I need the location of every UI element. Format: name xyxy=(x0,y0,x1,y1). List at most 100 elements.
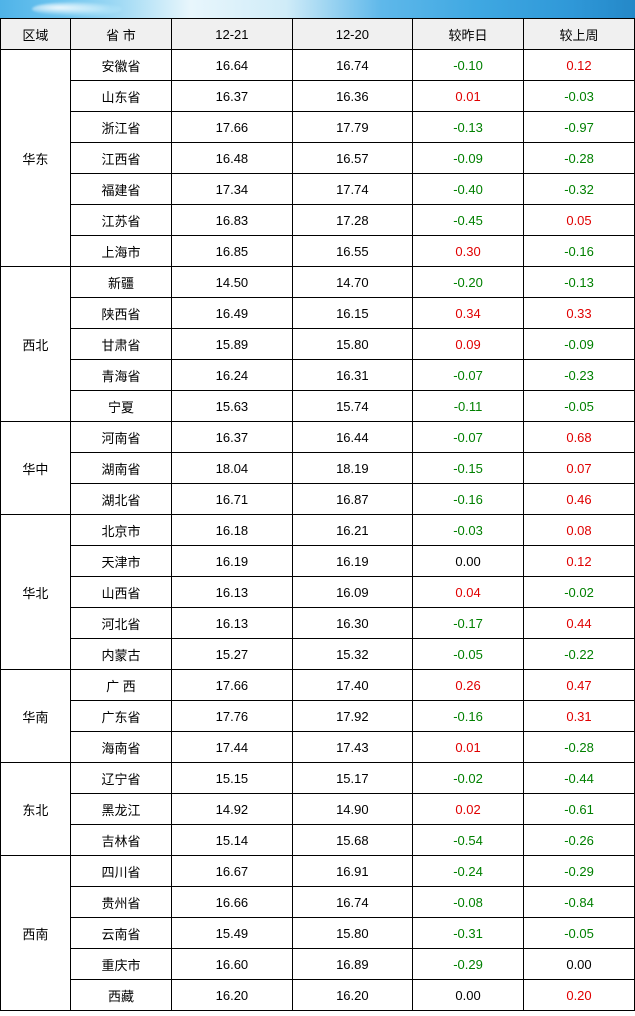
value-d1-cell: 17.66 xyxy=(172,670,292,701)
value-d1-cell: 18.04 xyxy=(172,453,292,484)
value-d2-cell: 16.19 xyxy=(292,546,412,577)
value-d2-cell: 16.87 xyxy=(292,484,412,515)
value-d2-cell: 15.80 xyxy=(292,918,412,949)
value-d1-cell: 14.50 xyxy=(172,267,292,298)
value-d2-cell: 18.19 xyxy=(292,453,412,484)
value-d1-cell: 15.89 xyxy=(172,329,292,360)
province-cell: 天津市 xyxy=(70,546,171,577)
region-cell: 西北 xyxy=(1,267,71,422)
table-row: 贵州省16.6616.74-0.08-0.84 xyxy=(1,887,635,918)
table-row: 西南四川省16.6716.91-0.24-0.29 xyxy=(1,856,635,887)
table-row: 西北新疆14.5014.70-0.20-0.13 xyxy=(1,267,635,298)
value-d2-cell: 16.09 xyxy=(292,577,412,608)
delta-week-cell: -0.26 xyxy=(524,825,635,856)
delta-day-cell: -0.24 xyxy=(413,856,524,887)
value-d1-cell: 17.34 xyxy=(172,174,292,205)
delta-week-cell: -0.29 xyxy=(524,856,635,887)
value-d1-cell: 16.64 xyxy=(172,50,292,81)
delta-week-cell: 0.47 xyxy=(524,670,635,701)
delta-week-cell: -0.61 xyxy=(524,794,635,825)
delta-week-cell: 0.00 xyxy=(524,949,635,980)
table-row: 华北北京市16.1816.21-0.030.08 xyxy=(1,515,635,546)
value-d2-cell: 15.17 xyxy=(292,763,412,794)
value-d2-cell: 16.31 xyxy=(292,360,412,391)
value-d2-cell: 16.44 xyxy=(292,422,412,453)
delta-week-cell: 0.31 xyxy=(524,701,635,732)
delta-day-cell: -0.10 xyxy=(413,50,524,81)
delta-day-cell: -0.07 xyxy=(413,360,524,391)
value-d2-cell: 17.79 xyxy=(292,112,412,143)
province-cell: 江西省 xyxy=(70,143,171,174)
table-row: 华东安徽省16.6416.74-0.100.12 xyxy=(1,50,635,81)
value-d1-cell: 16.20 xyxy=(172,980,292,1011)
value-d2-cell: 16.91 xyxy=(292,856,412,887)
province-cell: 浙江省 xyxy=(70,112,171,143)
delta-day-cell: 0.30 xyxy=(413,236,524,267)
table-row: 内蒙古15.2715.32-0.05-0.22 xyxy=(1,639,635,670)
value-d1-cell: 16.49 xyxy=(172,298,292,329)
col-delta-day: 较昨日 xyxy=(413,19,524,50)
value-d2-cell: 17.40 xyxy=(292,670,412,701)
delta-week-cell: -0.09 xyxy=(524,329,635,360)
value-d2-cell: 15.80 xyxy=(292,329,412,360)
table-row: 华中河南省16.3716.44-0.070.68 xyxy=(1,422,635,453)
value-d1-cell: 16.66 xyxy=(172,887,292,918)
delta-day-cell: 0.04 xyxy=(413,577,524,608)
table-row: 江苏省16.8317.28-0.450.05 xyxy=(1,205,635,236)
value-d1-cell: 14.92 xyxy=(172,794,292,825)
province-cell: 四川省 xyxy=(70,856,171,887)
delta-day-cell: 0.26 xyxy=(413,670,524,701)
value-d1-cell: 16.71 xyxy=(172,484,292,515)
delta-day-cell: -0.08 xyxy=(413,887,524,918)
delta-day-cell: -0.16 xyxy=(413,484,524,515)
top-banner xyxy=(0,0,635,18)
delta-day-cell: -0.16 xyxy=(413,701,524,732)
table-row: 青海省16.2416.31-0.07-0.23 xyxy=(1,360,635,391)
value-d2-cell: 16.74 xyxy=(292,887,412,918)
table-row: 江西省16.4816.57-0.09-0.28 xyxy=(1,143,635,174)
delta-day-cell: -0.03 xyxy=(413,515,524,546)
table-row: 云南省15.4915.80-0.31-0.05 xyxy=(1,918,635,949)
province-cell: 宁夏 xyxy=(70,391,171,422)
delta-day-cell: -0.09 xyxy=(413,143,524,174)
table-row: 浙江省17.6617.79-0.13-0.97 xyxy=(1,112,635,143)
delta-week-cell: 0.05 xyxy=(524,205,635,236)
region-cell: 华北 xyxy=(1,515,71,670)
region-cell: 西南 xyxy=(1,856,71,1011)
delta-day-cell: 0.01 xyxy=(413,732,524,763)
province-cell: 安徽省 xyxy=(70,50,171,81)
delta-day-cell: -0.02 xyxy=(413,763,524,794)
delta-week-cell: 0.33 xyxy=(524,298,635,329)
region-cell: 东北 xyxy=(1,763,71,856)
delta-day-cell: 0.00 xyxy=(413,980,524,1011)
delta-day-cell: -0.05 xyxy=(413,639,524,670)
delta-week-cell: 0.20 xyxy=(524,980,635,1011)
delta-day-cell: -0.45 xyxy=(413,205,524,236)
table-row: 甘肃省15.8915.800.09-0.09 xyxy=(1,329,635,360)
delta-day-cell: -0.11 xyxy=(413,391,524,422)
delta-day-cell: -0.40 xyxy=(413,174,524,205)
delta-week-cell: -0.03 xyxy=(524,81,635,112)
value-d2-cell: 16.55 xyxy=(292,236,412,267)
delta-day-cell: 0.01 xyxy=(413,81,524,112)
table-row: 吉林省15.1415.68-0.54-0.26 xyxy=(1,825,635,856)
col-province: 省 市 xyxy=(70,19,171,50)
value-d1-cell: 16.13 xyxy=(172,577,292,608)
value-d1-cell: 16.48 xyxy=(172,143,292,174)
value-d2-cell: 15.74 xyxy=(292,391,412,422)
value-d1-cell: 16.18 xyxy=(172,515,292,546)
value-d2-cell: 16.57 xyxy=(292,143,412,174)
delta-week-cell: -0.32 xyxy=(524,174,635,205)
province-cell: 黑龙江 xyxy=(70,794,171,825)
value-d1-cell: 16.60 xyxy=(172,949,292,980)
table-row: 山东省16.3716.360.01-0.03 xyxy=(1,81,635,112)
delta-week-cell: 0.12 xyxy=(524,50,635,81)
table-row: 重庆市16.6016.89-0.290.00 xyxy=(1,949,635,980)
delta-day-cell: -0.54 xyxy=(413,825,524,856)
value-d2-cell: 17.28 xyxy=(292,205,412,236)
province-cell: 福建省 xyxy=(70,174,171,205)
value-d2-cell: 16.36 xyxy=(292,81,412,112)
value-d2-cell: 16.30 xyxy=(292,608,412,639)
delta-day-cell: -0.20 xyxy=(413,267,524,298)
delta-day-cell: 0.34 xyxy=(413,298,524,329)
